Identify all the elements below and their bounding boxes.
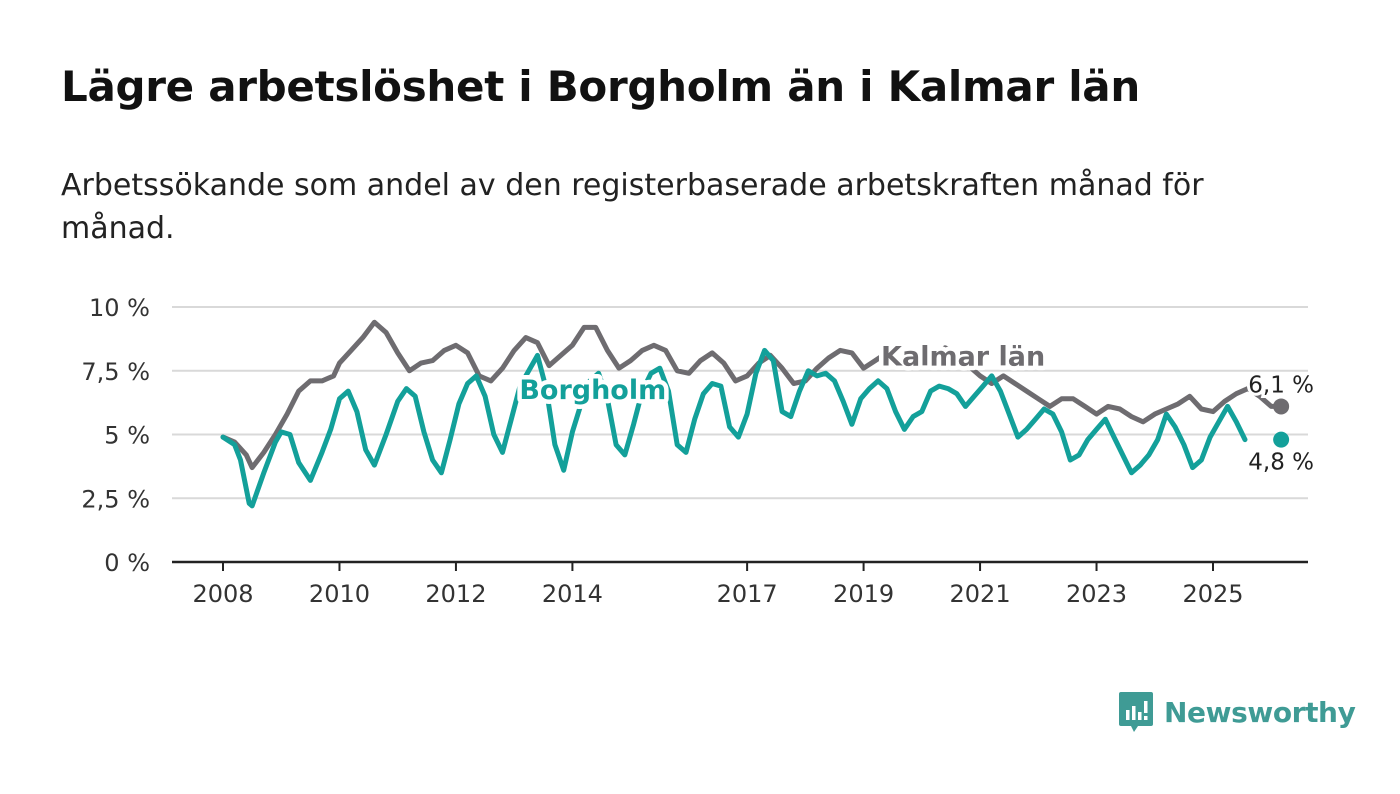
y-tick-label: 10 % (89, 294, 150, 322)
chart-title: Lägre arbetslöshet i Borgholm än i Kalma… (61, 62, 1140, 111)
x-tick-label: 2023 (1066, 580, 1127, 608)
newsworthy-logo: Newsworthy (1118, 690, 1356, 734)
chart-subtitle: Arbetssökande som andel av den registerb… (61, 168, 1204, 246)
series-line-kalmar-l-n (220, 319, 1286, 471)
end-point-marker (1273, 431, 1290, 448)
end-value-label: 4,8 % (1248, 450, 1314, 476)
x-tick-label: 2019 (833, 580, 894, 608)
x-tick-label: 2014 (542, 580, 603, 608)
series-line-borgholm (220, 347, 1248, 509)
x-tick-label: 2021 (950, 580, 1011, 608)
end-value-label: 6,1 % (1248, 372, 1314, 398)
x-tick-label: 2012 (425, 580, 486, 608)
x-tick-label: 2008 (192, 580, 253, 608)
x-tick-label: 2025 (1182, 580, 1243, 608)
x-tick-label: 2010 (309, 580, 370, 608)
x-tick-label: 2017 (717, 580, 778, 608)
series-label-halo: Kalmar län (881, 342, 1045, 373)
y-tick-label: 2,5 % (81, 485, 150, 513)
newsworthy-logo-icon (1119, 692, 1153, 732)
y-tick-label: 7,5 % (81, 358, 150, 386)
y-tick-label: 5 % (104, 422, 150, 450)
x-axis: 2008 2010 2012 2014 2017 2019 2021 2023 2025 (172, 560, 1308, 608)
y-axis-tick-labels: 0 % 2,5 % 5 % 7,5 % 10 % (81, 294, 150, 577)
series-label-halo: Borgholm (519, 375, 666, 406)
end-point-marker (1273, 398, 1290, 415)
series-label-kalmar-l-n: Kalmar län (881, 342, 1045, 373)
y-tick-label: 0 % (104, 549, 150, 577)
series-label-borgholm: Borgholm (519, 375, 666, 406)
newsworthy-logo-text: Newsworthy (1164, 695, 1356, 729)
series-lines (220, 319, 1286, 509)
